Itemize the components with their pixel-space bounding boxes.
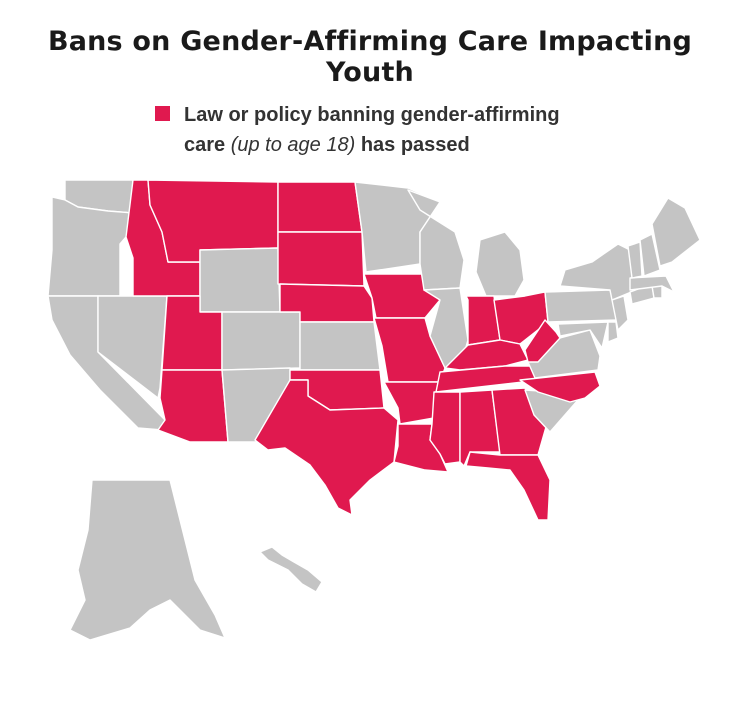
- legend-line-2-end: has passed: [360, 134, 470, 156]
- state-mi: [475, 231, 525, 297]
- state-wv: [524, 319, 561, 363]
- state-ma: [629, 275, 675, 293]
- map-title: Bans on Gender-Affirming Care Impacting …: [47, 26, 693, 88]
- state-md: [557, 321, 609, 349]
- legend-line-2-start: care: [184, 134, 226, 156]
- state-or: [47, 196, 134, 297]
- state-sd: [277, 231, 365, 287]
- state-co: [221, 311, 301, 371]
- state-wy: [199, 247, 281, 313]
- state-pa: [544, 289, 619, 323]
- state-az: [157, 369, 229, 443]
- state-tx: [254, 379, 399, 516]
- state-me: [651, 197, 701, 267]
- state-fl: [465, 451, 551, 521]
- state-nj: [611, 295, 629, 331]
- legend-line-2: care (up to age 18) has passed: [184, 130, 614, 160]
- state-nd: [277, 181, 363, 233]
- state-de: [607, 321, 619, 343]
- state-nc: [519, 371, 601, 403]
- legend-line-2-age: (up to age 18): [230, 134, 356, 156]
- state-ar: [383, 381, 441, 425]
- state-ks: [299, 321, 381, 371]
- state-ak: [69, 479, 226, 641]
- state-hi: [259, 546, 323, 593]
- state-nh: [639, 233, 661, 277]
- legend-line-1: Law or policy banning gender-affirming: [184, 104, 560, 126]
- legend-label: Law or policy banning gender-affirming c…: [184, 100, 614, 160]
- legend-swatch-ban: [155, 106, 170, 121]
- state-vt: [627, 241, 643, 279]
